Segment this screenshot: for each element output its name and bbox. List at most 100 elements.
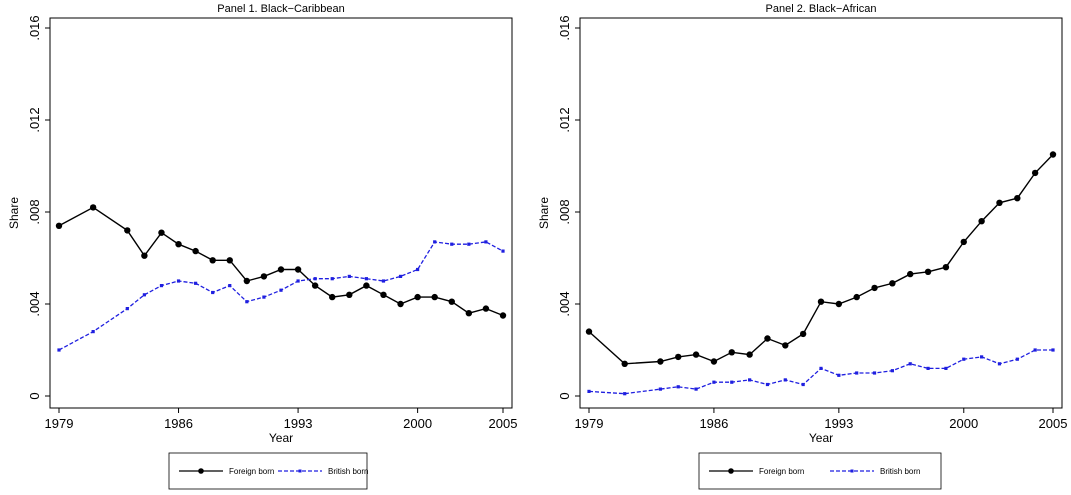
data-point xyxy=(364,277,368,281)
data-point xyxy=(924,268,932,275)
x-tick-label: 2000 xyxy=(949,416,978,431)
legend-label: Foreign born xyxy=(229,467,274,476)
data-point xyxy=(908,362,912,366)
data-point xyxy=(397,300,404,308)
y-axis-label: Share xyxy=(537,197,551,229)
legend-label: British born xyxy=(880,467,920,476)
data-point xyxy=(499,312,507,319)
data-point xyxy=(960,238,967,246)
data-point xyxy=(245,300,249,304)
plot-frame xyxy=(49,17,513,409)
data-point xyxy=(192,247,199,255)
data-point xyxy=(942,264,950,271)
data-point xyxy=(907,270,914,278)
data-point xyxy=(1031,169,1039,177)
data-point xyxy=(124,227,131,234)
y-tick-label: .016 xyxy=(27,15,42,40)
data-point xyxy=(765,382,770,387)
data-point xyxy=(710,358,718,365)
legend-label: British born xyxy=(328,467,368,476)
data-point xyxy=(501,249,505,253)
data-point xyxy=(433,240,437,244)
data-point xyxy=(414,293,421,301)
legend-swatch-marker xyxy=(298,469,302,473)
data-point xyxy=(783,378,787,382)
data-point xyxy=(243,277,251,285)
data-point xyxy=(467,242,471,246)
data-point xyxy=(380,291,387,298)
legend: Foreign born British born xyxy=(168,452,368,490)
data-point xyxy=(158,229,165,236)
data-point xyxy=(944,366,948,370)
y-tick-label: .012 xyxy=(27,107,42,132)
data-point xyxy=(1014,195,1021,202)
data-point xyxy=(890,369,894,373)
data-point xyxy=(694,387,698,391)
data-point xyxy=(997,362,1002,366)
data-point xyxy=(926,366,930,370)
data-point xyxy=(782,342,789,349)
legend-swatch-marker xyxy=(198,468,204,474)
plot-frame xyxy=(579,17,1063,409)
data-point xyxy=(730,380,734,384)
data-point xyxy=(746,351,753,358)
data-point xyxy=(450,242,454,246)
data-point xyxy=(996,199,1003,206)
data-point xyxy=(142,293,146,297)
y-tick-label: .012 xyxy=(557,107,572,132)
data-point xyxy=(1051,348,1055,352)
data-point xyxy=(978,218,985,225)
legend-swatch-marker xyxy=(728,468,734,474)
data-point xyxy=(484,240,488,244)
data-point xyxy=(294,266,302,273)
series-british-born xyxy=(57,240,505,352)
data-point xyxy=(621,360,628,367)
data-point xyxy=(89,204,97,211)
x-axis-label: Year xyxy=(809,431,833,445)
data-point xyxy=(346,291,353,298)
data-point xyxy=(1049,151,1057,158)
data-point xyxy=(835,300,843,308)
data-point xyxy=(748,378,752,382)
y-tick-label: .008 xyxy=(557,199,572,224)
data-point xyxy=(228,284,232,288)
data-point xyxy=(889,280,896,287)
data-point xyxy=(623,392,627,396)
data-point xyxy=(728,349,735,356)
data-point xyxy=(1033,348,1037,352)
series-line xyxy=(588,349,1053,395)
data-point xyxy=(296,279,300,283)
data-point xyxy=(381,279,386,283)
data-point xyxy=(657,358,664,365)
x-tick-label: 1993 xyxy=(284,416,313,431)
data-point xyxy=(416,267,420,272)
data-point xyxy=(658,387,662,391)
data-point xyxy=(211,290,215,295)
data-point xyxy=(55,222,63,229)
data-point xyxy=(764,335,771,342)
data-point xyxy=(482,305,490,312)
data-point xyxy=(125,307,129,311)
data-point xyxy=(871,284,878,292)
data-point xyxy=(226,257,233,264)
chart-title: Panel 1. Black−Caribbean xyxy=(217,3,345,15)
x-tick-label: 1993 xyxy=(824,416,853,431)
x-tick-label: 1986 xyxy=(699,416,728,431)
data-point xyxy=(277,266,285,273)
data-point xyxy=(209,257,216,264)
data-point xyxy=(363,282,370,289)
data-point xyxy=(448,298,455,305)
panel-2: Panel 2. Black−African 0 .004 .008 .012 .016 1… xyxy=(537,3,1067,490)
chart-title: Panel 2. Black−African xyxy=(766,3,877,15)
data-point xyxy=(260,273,268,280)
y-tick-label: 0 xyxy=(27,392,42,399)
data-point xyxy=(837,373,841,377)
series-british-born xyxy=(587,348,1055,396)
data-point xyxy=(176,279,181,283)
x-tick-label: 2000 xyxy=(403,416,432,431)
data-point xyxy=(330,277,334,281)
data-point xyxy=(279,288,283,292)
series-line xyxy=(588,154,1054,365)
